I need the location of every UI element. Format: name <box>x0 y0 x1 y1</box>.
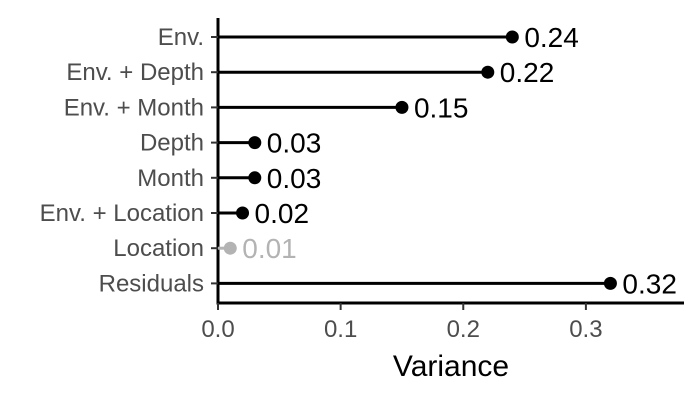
data-point <box>236 206 250 220</box>
data-point <box>481 65 495 79</box>
x-tick-label: 0.0 <box>201 316 234 343</box>
y-tick-label: Residuals <box>99 270 204 297</box>
y-tick-label: Depth <box>140 130 204 157</box>
data-point <box>223 241 237 255</box>
data-point <box>248 171 262 185</box>
x-tick-label: 0.1 <box>324 316 357 343</box>
axes <box>216 18 684 305</box>
y-axis-ticks: Env. Env. + Depth Env. + Month Depth Month En… <box>40 24 218 297</box>
value-label: 0.15 <box>414 92 469 123</box>
value-label: 0.22 <box>500 57 554 88</box>
x-axis-ticks: 0.0 0.1 0.2 0.3 <box>201 303 603 343</box>
value-label: 0.03 <box>267 128 322 159</box>
x-tick-label: 0.2 <box>447 316 480 343</box>
value-label: 0.24 <box>524 22 579 53</box>
data-point <box>248 136 262 150</box>
value-label: 0.02 <box>255 198 309 229</box>
y-tick-label: Env. + Location <box>40 200 204 227</box>
data-point <box>505 30 519 44</box>
y-tick-label: Env. <box>158 24 204 51</box>
value-label: 0.01 <box>242 233 297 264</box>
y-tick-label: Location <box>113 235 204 262</box>
data-marks: 0.24 0.22 0.15 0.03 0.03 0.02 0.01 0.32 <box>218 22 677 299</box>
y-tick-label: Env. + Month <box>64 94 204 121</box>
y-tick-label: Env. + Depth <box>66 59 204 86</box>
value-label: 0.03 <box>267 163 322 194</box>
x-tick-label: 0.3 <box>569 316 602 343</box>
x-axis-title: Variance <box>393 350 509 383</box>
y-tick-label: Month <box>137 165 204 192</box>
data-point <box>395 100 409 114</box>
value-label: 0.32 <box>622 268 677 299</box>
data-point <box>603 276 617 290</box>
